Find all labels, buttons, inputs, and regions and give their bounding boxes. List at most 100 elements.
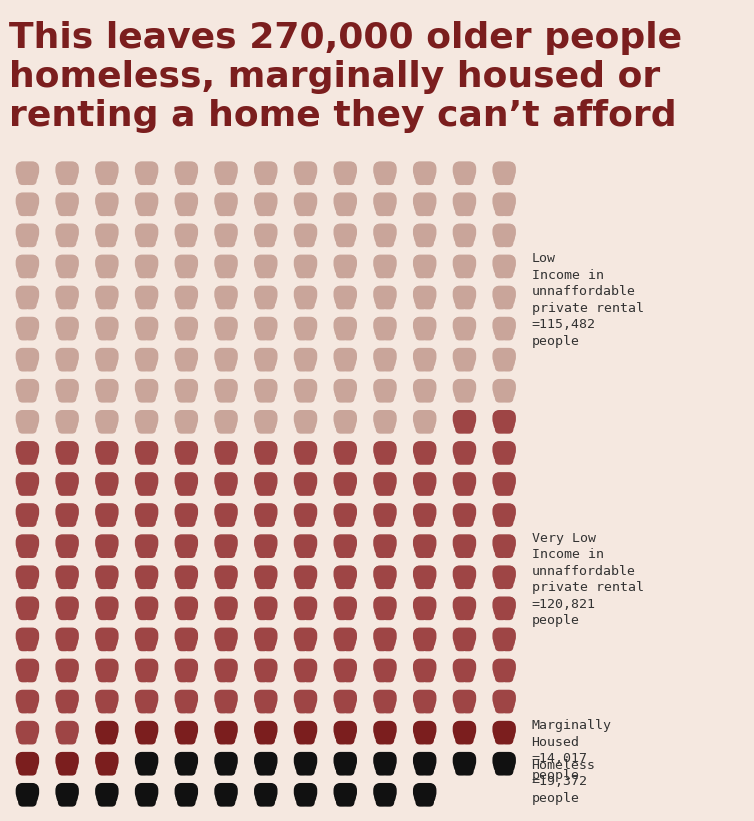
FancyBboxPatch shape <box>415 791 428 807</box>
FancyBboxPatch shape <box>452 287 477 302</box>
Circle shape <box>461 163 467 169</box>
FancyBboxPatch shape <box>175 379 198 395</box>
Circle shape <box>25 226 30 232</box>
FancyBboxPatch shape <box>96 379 118 399</box>
FancyBboxPatch shape <box>16 722 39 737</box>
FancyBboxPatch shape <box>336 574 348 589</box>
FancyBboxPatch shape <box>135 162 158 177</box>
FancyBboxPatch shape <box>183 263 195 278</box>
FancyBboxPatch shape <box>64 325 76 341</box>
FancyBboxPatch shape <box>501 636 513 651</box>
FancyBboxPatch shape <box>137 170 149 185</box>
FancyBboxPatch shape <box>96 441 118 461</box>
FancyBboxPatch shape <box>144 698 156 713</box>
FancyBboxPatch shape <box>414 658 436 679</box>
Circle shape <box>184 195 189 200</box>
FancyBboxPatch shape <box>335 441 356 461</box>
FancyBboxPatch shape <box>333 410 357 426</box>
FancyBboxPatch shape <box>413 722 437 737</box>
FancyBboxPatch shape <box>136 721 158 741</box>
FancyBboxPatch shape <box>216 449 229 465</box>
FancyBboxPatch shape <box>16 287 39 302</box>
Circle shape <box>65 599 70 604</box>
FancyBboxPatch shape <box>415 388 428 402</box>
FancyBboxPatch shape <box>95 255 118 271</box>
FancyBboxPatch shape <box>335 410 356 430</box>
FancyBboxPatch shape <box>223 480 235 496</box>
FancyBboxPatch shape <box>144 201 156 216</box>
FancyBboxPatch shape <box>55 193 79 209</box>
FancyBboxPatch shape <box>18 263 30 278</box>
Circle shape <box>184 163 189 169</box>
FancyBboxPatch shape <box>256 574 268 589</box>
FancyBboxPatch shape <box>216 543 229 558</box>
Circle shape <box>382 785 388 791</box>
FancyBboxPatch shape <box>263 636 275 651</box>
FancyBboxPatch shape <box>493 162 515 181</box>
FancyBboxPatch shape <box>135 659 158 675</box>
FancyBboxPatch shape <box>216 480 229 496</box>
FancyBboxPatch shape <box>495 760 507 776</box>
Circle shape <box>65 692 70 698</box>
FancyBboxPatch shape <box>452 410 477 426</box>
FancyBboxPatch shape <box>57 721 78 741</box>
Circle shape <box>144 692 149 698</box>
FancyBboxPatch shape <box>214 690 238 706</box>
FancyBboxPatch shape <box>55 473 79 488</box>
FancyBboxPatch shape <box>373 783 397 799</box>
FancyBboxPatch shape <box>136 348 158 368</box>
Circle shape <box>501 661 507 667</box>
FancyBboxPatch shape <box>501 170 513 185</box>
FancyBboxPatch shape <box>216 636 229 651</box>
FancyBboxPatch shape <box>183 729 195 745</box>
Circle shape <box>342 537 348 542</box>
Circle shape <box>303 537 308 542</box>
FancyBboxPatch shape <box>501 511 513 527</box>
Circle shape <box>184 599 189 604</box>
FancyBboxPatch shape <box>375 170 388 185</box>
Circle shape <box>25 599 30 604</box>
FancyBboxPatch shape <box>294 255 317 271</box>
FancyBboxPatch shape <box>254 379 277 395</box>
FancyBboxPatch shape <box>335 752 356 772</box>
FancyBboxPatch shape <box>57 752 78 772</box>
FancyBboxPatch shape <box>58 170 70 185</box>
FancyBboxPatch shape <box>104 294 116 310</box>
Circle shape <box>461 692 467 698</box>
FancyBboxPatch shape <box>96 783 118 803</box>
FancyBboxPatch shape <box>183 419 195 433</box>
FancyBboxPatch shape <box>421 574 434 589</box>
FancyBboxPatch shape <box>495 729 507 745</box>
Circle shape <box>144 567 149 573</box>
Circle shape <box>263 319 268 324</box>
FancyBboxPatch shape <box>95 410 118 426</box>
FancyBboxPatch shape <box>16 318 39 333</box>
FancyBboxPatch shape <box>495 574 507 589</box>
FancyBboxPatch shape <box>64 511 76 527</box>
FancyBboxPatch shape <box>452 473 477 488</box>
FancyBboxPatch shape <box>17 597 38 617</box>
FancyBboxPatch shape <box>455 356 467 372</box>
FancyBboxPatch shape <box>175 504 198 520</box>
FancyBboxPatch shape <box>501 605 513 620</box>
Circle shape <box>184 506 189 511</box>
FancyBboxPatch shape <box>336 636 348 651</box>
FancyBboxPatch shape <box>55 287 79 302</box>
FancyBboxPatch shape <box>255 597 277 617</box>
FancyBboxPatch shape <box>135 255 158 271</box>
FancyBboxPatch shape <box>455 388 467 402</box>
FancyBboxPatch shape <box>215 441 237 461</box>
Circle shape <box>263 567 268 573</box>
FancyBboxPatch shape <box>16 566 39 581</box>
FancyBboxPatch shape <box>183 201 195 216</box>
Circle shape <box>223 350 228 355</box>
FancyBboxPatch shape <box>374 783 396 803</box>
Circle shape <box>104 661 109 667</box>
FancyBboxPatch shape <box>16 442 39 457</box>
Circle shape <box>263 350 268 355</box>
FancyBboxPatch shape <box>493 690 515 710</box>
FancyBboxPatch shape <box>55 535 79 551</box>
FancyBboxPatch shape <box>255 255 277 275</box>
FancyBboxPatch shape <box>296 791 308 807</box>
Circle shape <box>382 381 388 387</box>
